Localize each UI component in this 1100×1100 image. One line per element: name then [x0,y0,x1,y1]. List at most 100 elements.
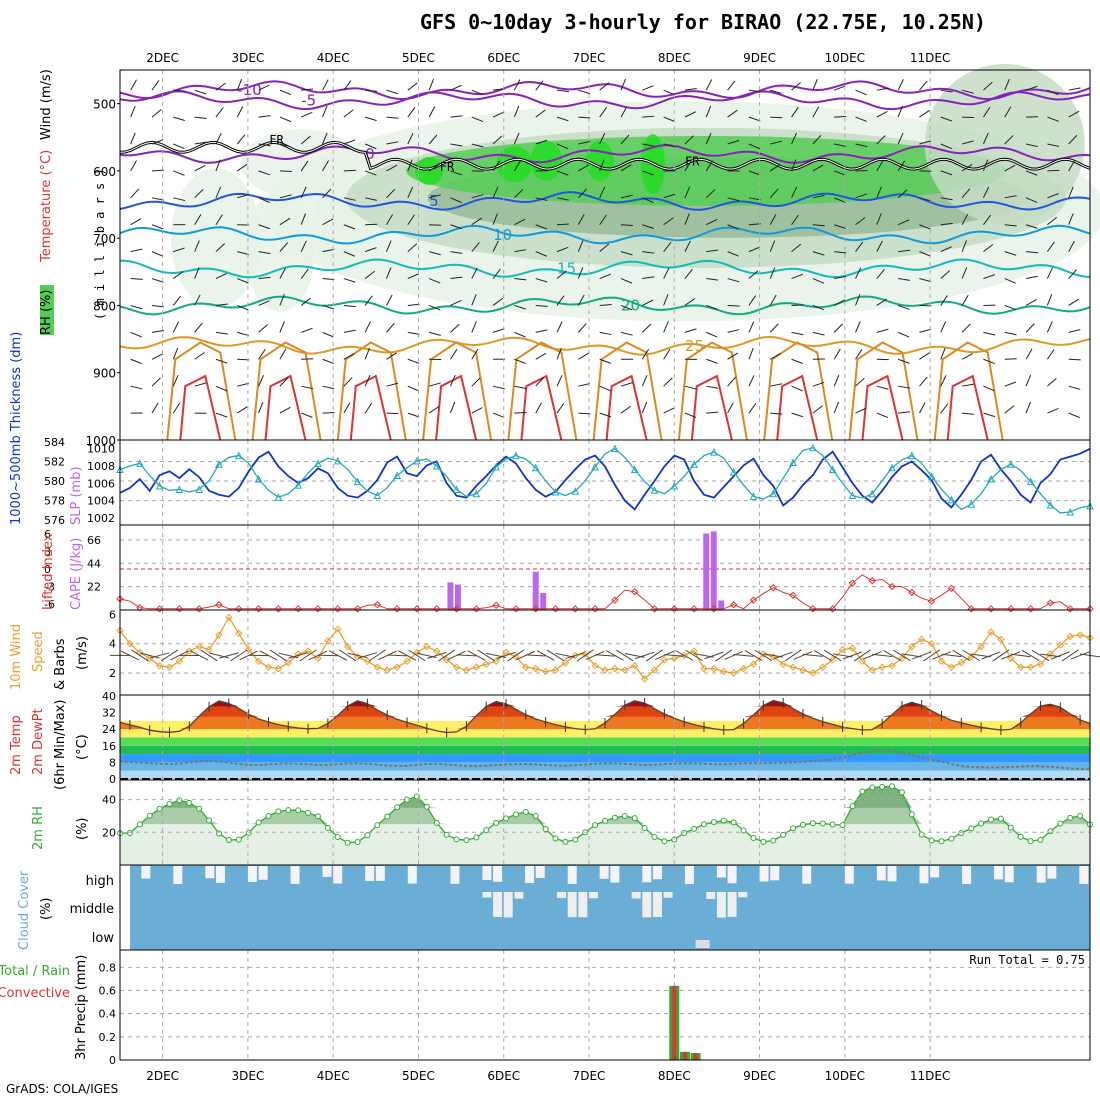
wind-barb [940,143,953,150]
rh2m-marker [958,829,965,836]
rh2m-marker [344,839,351,846]
wind-barb-10m [387,654,408,657]
wind-barb [876,385,889,390]
wind-marker [848,644,857,652]
rh2m-marker [473,834,480,841]
wind-barb [876,412,889,419]
wind-barb [940,89,953,93]
rh2m-marker [1027,838,1034,845]
wind-barb [705,105,712,118]
li-marker [1007,605,1015,613]
wind-barb [684,87,697,91]
wind-barb [834,143,847,147]
wind-marker [343,642,352,651]
cloud-high-cell [365,866,375,882]
instability-frame [119,524,1091,611]
slp-tick-1006: 1006 [87,477,115,490]
wind-barb [322,132,328,145]
wind-barb [514,304,526,310]
wind-barb [620,382,633,387]
wind-barb [258,324,268,333]
wind-barb [407,243,418,253]
wind-barb [684,135,694,145]
rh2m-marker [592,822,599,829]
wind-barb [791,106,799,118]
wind-barb [407,214,415,226]
slp-marker [373,491,382,500]
wind-barb [173,247,185,253]
wind-marker [650,666,659,674]
wind-barb [791,243,802,253]
wind-barb [1068,412,1080,419]
wind-barb [812,251,825,256]
wind-barb [258,375,264,387]
li-marker [532,605,540,613]
wind-barb [1004,278,1016,284]
wind-barb [407,358,420,364]
wind-marker [126,639,134,648]
wind-barb [855,377,865,387]
wind-barb [407,186,414,199]
wind-marker [937,657,946,666]
wind-marker [116,626,124,635]
thickness-tick-580: 580 [44,475,65,488]
wind-barb [876,111,888,118]
wind-barb-10m [200,649,218,662]
wind-barb [642,170,654,176]
wind-marker [195,642,203,651]
wind-barb [812,405,823,414]
wind-barb [961,323,971,333]
wind-barb [173,143,185,150]
cape-bar-1 [454,584,461,610]
cloud-high-cell [1079,866,1089,884]
wind-barb [919,80,928,91]
wind-barb [982,159,989,172]
rh2m-marker [641,824,648,831]
rh2m-marker [542,826,549,833]
wind-marker [145,654,154,663]
wind-barb [769,188,779,199]
wind-barb-10m [932,651,951,660]
cloud-high-cell [258,866,268,880]
wind-barb [983,243,994,253]
wind-barb [556,295,565,306]
rh2m-marker [1037,836,1044,843]
cloud-mid-cell [493,892,503,917]
wind-barb [365,197,377,201]
wind-barb [365,89,378,92]
slp-marker [531,463,540,472]
wind-barb [684,186,691,199]
slp-marker [135,459,144,467]
wind-barb [471,267,478,279]
wind-barb [599,243,610,253]
wind-barb [513,160,522,172]
slp-tick-1008: 1008 [87,460,115,473]
upper-ylabel-0: RH (%) [39,290,54,335]
wind-marker [779,660,787,668]
rh2m-marker [572,836,579,843]
wind-barb [130,188,140,199]
wind-barb [1068,186,1074,199]
isotherm--10 [119,80,1091,101]
wind-barb [556,321,563,333]
wind-barb [578,141,591,145]
wind-marker [700,664,708,673]
li-tick-0: 6 [44,528,51,541]
slp-ylabel: SLP (mb) [69,466,84,525]
wind-barb-10m [941,653,962,658]
wind-marker [1076,631,1084,639]
wind-barb [748,347,754,360]
rh2m-marker [166,800,173,807]
wind-barb [727,224,739,230]
slp-marker [888,463,896,472]
wind-barb [663,348,671,360]
wind-barb [322,358,334,365]
wind-marker [858,657,867,666]
wind-barb-10m [793,651,813,660]
wind-marker [680,651,688,660]
wind-barb [577,323,587,333]
li-marker [472,605,481,613]
wind-barb [386,141,399,145]
thickness-tick-576: 576 [44,514,65,527]
wind-barbs-upper [130,78,1081,419]
